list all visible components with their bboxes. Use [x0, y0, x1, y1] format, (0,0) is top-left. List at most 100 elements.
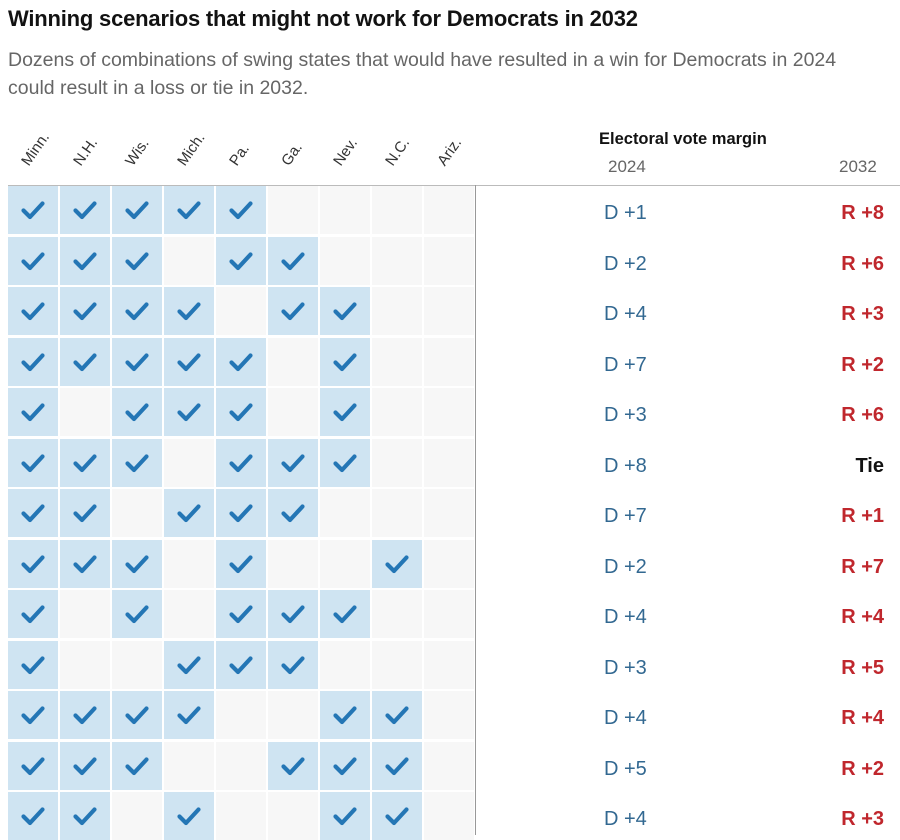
scenario-cell [60, 236, 110, 285]
checkmark-icon [333, 605, 357, 624]
checkmark-icon [73, 251, 97, 270]
scenario-cell [216, 388, 266, 436]
year-2024-header: 2024 [608, 157, 646, 176]
checkmark-icon [333, 807, 357, 826]
scenario-cell [164, 287, 214, 335]
checkmark-icon [73, 504, 97, 523]
scenario-cell [424, 337, 474, 386]
scenario-cell [372, 287, 422, 335]
checkmark-icon [73, 807, 97, 826]
checkmark-icon [229, 655, 253, 674]
checkmark-icon [21, 302, 45, 321]
checkmark-icon [125, 352, 149, 371]
checkmark-icon [333, 706, 357, 725]
margin-2032-value: Tie [855, 454, 884, 477]
scenario-cell [60, 337, 110, 386]
checkmark-icon [385, 554, 409, 573]
scenario-cell [112, 236, 162, 285]
margin-2024-value: D +4 [604, 707, 647, 729]
scenario-cell [164, 489, 214, 537]
checkmark-icon [21, 756, 45, 775]
scenario-cell [216, 741, 266, 790]
scenario-cell [216, 438, 266, 487]
margin-2032-value: R +6 [841, 252, 884, 275]
scenario-cell [268, 388, 318, 436]
checkmark-icon [281, 756, 305, 775]
scenario-cell [424, 236, 474, 285]
checkmark-icon [21, 605, 45, 624]
scenario-cell [164, 640, 214, 689]
scenario-cell [164, 539, 214, 588]
margin-2024-value: D +3 [604, 404, 647, 426]
scenario-cell [164, 792, 214, 840]
checkmark-icon [21, 807, 45, 826]
margin-2032-value: R +3 [841, 808, 884, 830]
scenario-cell [372, 489, 422, 537]
margin-2032-value: R +2 [841, 353, 884, 376]
scenario-cell [424, 388, 474, 436]
checkmark-icon [125, 251, 149, 270]
scenario-cell [112, 792, 162, 840]
chart-title: Winning scenarios that might not work fo… [8, 6, 638, 31]
scenario-cell [424, 590, 474, 638]
scenario-cell [112, 186, 162, 234]
scenario-cell [8, 337, 58, 386]
checkmark-icon [177, 201, 201, 220]
margin-2024-value: D +2 [604, 555, 647, 578]
scenario-cell [216, 337, 266, 386]
scenario-cell [216, 539, 266, 588]
checkmark-icon [125, 756, 149, 775]
scenario-cell [8, 691, 58, 739]
scenario-cell [60, 489, 110, 537]
scenario-cell [8, 236, 58, 285]
scenario-cell [8, 438, 58, 487]
checkmark-icon [21, 352, 45, 371]
scenario-cell [112, 438, 162, 487]
scenario-cell [372, 590, 422, 638]
checkmark-icon [177, 807, 201, 826]
scenario-cell [268, 792, 318, 840]
scenario-cell [424, 287, 474, 335]
scenario-cell [60, 792, 110, 840]
margin-2032-value: R +6 [841, 404, 884, 426]
margin-2024-value: D +7 [604, 505, 647, 527]
checkmark-icon [229, 605, 253, 624]
scenario-cell [60, 186, 110, 234]
margin-2024-value: D +4 [604, 303, 647, 325]
checkmark-icon [21, 554, 45, 573]
scenario-cell [60, 691, 110, 739]
checkmark-icon [21, 403, 45, 422]
state-label-nc: N.C. [382, 134, 414, 169]
chart-subtitle: Dozens of combinations of swing states t… [8, 49, 837, 99]
checkmark-icon [333, 756, 357, 775]
checkmark-icon [21, 504, 45, 523]
scenario-cell [8, 388, 58, 436]
checkmark-icon [21, 453, 45, 472]
scenario-cell [60, 388, 110, 436]
margin-2032-value: R +2 [841, 757, 884, 780]
checkmark-icon [281, 251, 305, 270]
scenario-cell [60, 287, 110, 335]
grid-divider [475, 185, 476, 835]
state-label-pa: Pa. [226, 140, 253, 169]
checkmark-icon [125, 554, 149, 573]
scenario-cell [8, 741, 58, 790]
checkmark-icon [229, 554, 253, 573]
scenario-cell [268, 287, 318, 335]
scenario-cell [320, 792, 370, 840]
checkmark-icon [385, 807, 409, 826]
scenario-cell [372, 640, 422, 689]
margin-2032-value: R +8 [841, 202, 884, 224]
scenario-cell [112, 590, 162, 638]
scenario-cell [268, 539, 318, 588]
checkmark-icon [281, 504, 305, 523]
scenario-cell [268, 741, 318, 790]
scenario-cell [164, 388, 214, 436]
scenario-cell [60, 741, 110, 790]
checkmark-icon [73, 352, 97, 371]
scenario-cell [320, 539, 370, 588]
scenario-cell [164, 438, 214, 487]
checkmark-icon [177, 352, 201, 371]
scenario-cell [268, 691, 318, 739]
scenario-cell [60, 438, 110, 487]
